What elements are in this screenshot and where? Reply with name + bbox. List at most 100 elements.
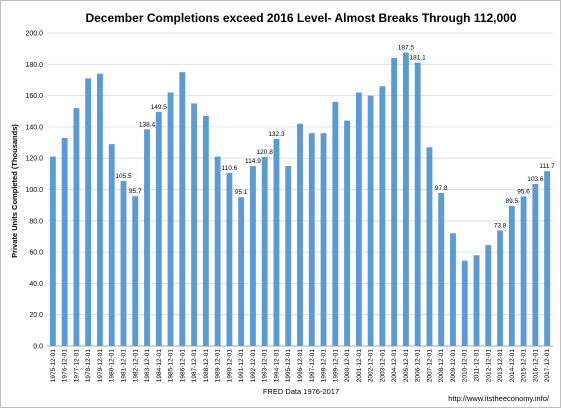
bar xyxy=(402,52,409,346)
x-tick-label: 1997-12-01 xyxy=(309,349,316,383)
data-label: 187.5 xyxy=(398,45,415,52)
x-tick-label: 1986-12-01 xyxy=(179,349,186,383)
x-tick-label: 1978-12-01 xyxy=(85,349,92,383)
data-label: 114.9 xyxy=(245,158,261,165)
bar xyxy=(155,112,162,346)
bar xyxy=(355,92,362,346)
bar xyxy=(485,245,492,346)
x-tick-label: 1990-12-01 xyxy=(226,349,233,383)
y-tick-label: 120.0 xyxy=(25,156,43,163)
bar xyxy=(320,133,327,346)
x-tick-label: 1991-12-01 xyxy=(238,349,245,383)
bar xyxy=(332,101,339,346)
bar xyxy=(49,156,56,346)
y-tick-label: 160.0 xyxy=(25,93,43,100)
x-tick-label: 1975-12-01 xyxy=(50,349,57,383)
data-label: 132.3 xyxy=(268,131,285,138)
x-tick-label: 1994-12-01 xyxy=(273,349,280,383)
data-label: 73.8 xyxy=(494,223,507,230)
data-labels: 105.5 95.7 138.4 149.5 110.6 95.1 114.9 120.8 13… xyxy=(115,45,555,230)
x-axis-label: FRED Data 1976-2017 xyxy=(263,387,339,396)
x-tick-label: 2012-12-01 xyxy=(485,349,492,383)
x-tick-label: 2016-12-01 xyxy=(532,349,539,383)
bar xyxy=(544,171,551,346)
y-tick-label: 60.0 xyxy=(29,250,43,257)
x-tick-label: 2005-12-01 xyxy=(403,349,410,383)
bar xyxy=(308,133,315,346)
data-label: 95.1 xyxy=(235,189,248,196)
x-tick-label: 1996-12-01 xyxy=(297,349,304,383)
bar xyxy=(379,86,386,347)
x-tick-label: 2001-12-01 xyxy=(356,349,363,383)
y-tick-label: 140.0 xyxy=(25,124,43,131)
y-tick-label: 20.0 xyxy=(29,312,43,319)
x-tick-label: 2003-12-01 xyxy=(379,349,386,383)
bar xyxy=(391,58,398,346)
data-label: 95.6 xyxy=(517,188,530,195)
data-label: 103.6 xyxy=(527,176,544,183)
x-tick-label: 1988-12-01 xyxy=(203,349,210,383)
bar xyxy=(367,95,374,346)
y-tick-label: 0.0 xyxy=(33,344,43,351)
x-tick-label: 1998-12-01 xyxy=(321,349,328,383)
bar xyxy=(97,73,103,346)
x-axis-ticks: 1975-12-01 1976-12-01 1977-12-01 1978-12-01… xyxy=(50,349,551,383)
bars xyxy=(49,52,551,347)
x-tick-label: 2009-12-01 xyxy=(450,349,457,383)
x-tick-label: 2002-12-01 xyxy=(368,349,375,383)
data-label: 95.7 xyxy=(129,188,142,195)
x-tick-label: 1983-12-01 xyxy=(144,349,151,383)
x-tick-label: 1976-12-01 xyxy=(62,349,69,383)
x-tick-label: 2013-12-01 xyxy=(497,349,504,383)
x-tick-label: 1995-12-01 xyxy=(285,349,292,383)
x-tick-label: 2017-12-01 xyxy=(544,349,551,383)
bar xyxy=(285,166,292,346)
x-tick-label: 2004-12-01 xyxy=(391,349,398,383)
bar xyxy=(520,196,527,346)
bar xyxy=(532,183,539,346)
bar xyxy=(450,233,456,346)
x-tick-label: 2008-12-01 xyxy=(438,349,445,383)
x-tick-label: 1989-12-01 xyxy=(215,349,222,383)
bar xyxy=(426,147,433,346)
bar xyxy=(179,72,186,346)
x-tick-label: 1982-12-01 xyxy=(132,349,139,383)
bar xyxy=(438,192,445,346)
bar xyxy=(273,138,280,346)
bar xyxy=(132,196,139,346)
y-tick-label: 40.0 xyxy=(29,281,43,288)
data-label: 138.4 xyxy=(139,121,156,128)
source-url: http://www.itstheeconomy.info/ xyxy=(448,394,550,403)
x-tick-label: 1977-12-01 xyxy=(73,349,80,383)
bar xyxy=(202,115,209,346)
y-tick-label: 80.0 xyxy=(29,218,43,225)
x-tick-label: 1987-12-01 xyxy=(191,349,198,383)
bar xyxy=(120,180,127,346)
x-tick-label: 1980-12-01 xyxy=(109,349,116,383)
y-tick-label: 200.0 xyxy=(25,31,43,38)
bar xyxy=(261,156,268,346)
x-tick-label: 1999-12-01 xyxy=(332,349,339,383)
x-tick-label: 1993-12-01 xyxy=(262,349,269,383)
x-tick-label: 2015-12-01 xyxy=(521,349,528,383)
bar xyxy=(414,62,421,347)
bar xyxy=(344,120,351,346)
bar xyxy=(249,166,256,346)
chart-title: December Completions exceed 2016 Level- … xyxy=(85,11,516,25)
bar xyxy=(85,78,92,346)
x-tick-label: 1979-12-01 xyxy=(97,349,104,383)
y-axis-label: Private Units Completed (Thousands) xyxy=(10,124,19,258)
x-tick-label: 2000-12-01 xyxy=(344,349,351,383)
x-tick-label: 1984-12-01 xyxy=(156,349,163,383)
bar xyxy=(497,230,503,346)
data-label: 149.5 xyxy=(151,104,168,111)
bar xyxy=(238,197,245,346)
y-tick-label: 180.0 xyxy=(25,62,43,69)
bar xyxy=(73,108,80,347)
data-label: 89.5 xyxy=(505,198,518,205)
x-tick-label: 1981-12-01 xyxy=(120,349,127,383)
x-tick-label: 2006-12-01 xyxy=(415,349,422,383)
bar xyxy=(167,92,174,346)
